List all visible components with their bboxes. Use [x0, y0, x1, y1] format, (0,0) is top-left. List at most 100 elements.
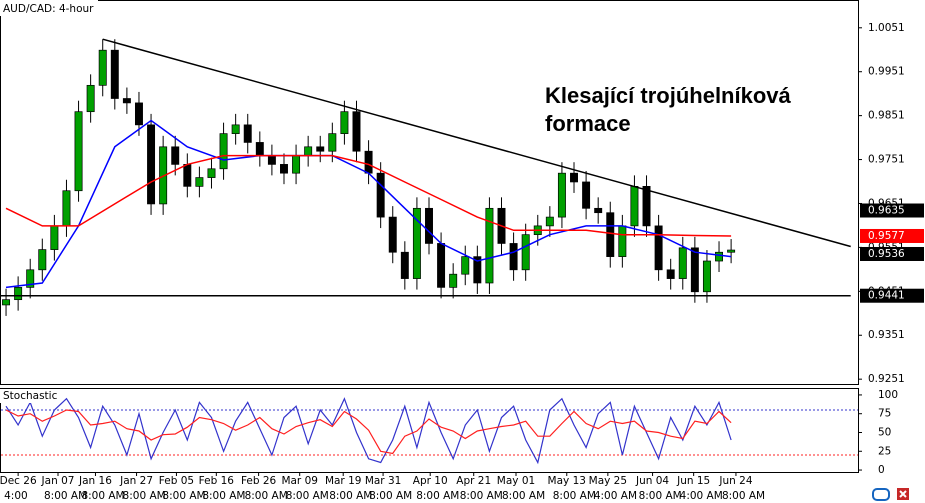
x-tick-label: May 25 [589, 475, 627, 487]
candle-body [74, 111, 83, 192]
candle-body [557, 172, 566, 218]
x-tick-label: Feb 26 [241, 475, 277, 487]
x-time-label: 8:00 AM [286, 490, 329, 502]
stochastic-panel [0, 388, 859, 473]
candle-body [147, 124, 156, 205]
x-time-label: 8:00 AM [553, 490, 596, 502]
candle-body [280, 164, 288, 174]
candle-body [400, 251, 409, 279]
candle-body [219, 133, 228, 170]
x-tick-label: Jun 15 [676, 475, 710, 487]
price-tag-label: 0.9635 [868, 205, 905, 217]
x-tick-label: Jan 27 [119, 475, 153, 487]
candle-body [521, 234, 530, 271]
candle-body [98, 49, 107, 86]
x-time-label: 4:00 AM [594, 490, 637, 502]
panel-title-bg [0, 389, 58, 403]
candle-body [570, 172, 578, 183]
candle-body [134, 102, 143, 126]
price-tag-label: 0.9536 [868, 248, 905, 260]
x-tick-label: Mar 31 [365, 475, 402, 487]
x-time-label: 8:00 AM [202, 490, 245, 502]
x-time-label: 8:00 AM [123, 490, 166, 502]
y-tick-label: 50 [878, 426, 891, 438]
y-tick-label: 1.0051 [868, 22, 905, 34]
candle-body [14, 287, 23, 301]
price-tag-label: 0.9577 [868, 230, 905, 242]
y-tick-label: 0.9351 [868, 329, 905, 341]
candle-body [2, 299, 11, 306]
y-tick-label: 100 [878, 389, 898, 401]
candle-body [449, 273, 458, 288]
candle-body [38, 249, 47, 271]
candle-body [545, 216, 554, 227]
y-tick-label: 0.9751 [868, 154, 905, 166]
candle-body [594, 207, 603, 214]
candle-body [690, 247, 699, 293]
x-time-label: 8:00 AM [460, 490, 503, 502]
candle-body [727, 249, 736, 253]
candle-body [654, 225, 663, 271]
price-tag [860, 246, 924, 261]
x-tick-label: Jan 07 [41, 475, 75, 487]
candle-body [485, 207, 494, 284]
candle-body [207, 168, 216, 178]
candle-body [376, 172, 385, 218]
candle-body [437, 243, 446, 288]
close-cross [899, 490, 907, 498]
x-tick-label: Mar 19 [325, 475, 362, 487]
x-time-label: 8:00 AM [502, 490, 545, 502]
candle-body [340, 111, 349, 134]
candle-body [62, 190, 71, 227]
candle-body [666, 269, 675, 279]
x-tick-label: Feb 16 [199, 475, 235, 487]
candle-body [702, 260, 711, 293]
candle-body [364, 150, 373, 174]
panel-title: Stochastic [3, 390, 58, 402]
scroll-icons[interactable] [872, 488, 909, 501]
main-panel [0, 0, 859, 385]
candle-body [642, 186, 651, 227]
x-tick-label: May 01 [497, 475, 535, 487]
candle-body [412, 207, 421, 279]
candle-body [582, 181, 591, 209]
price-tag-label: 0.9441 [868, 290, 905, 302]
candle-body [316, 146, 325, 152]
y-tick-label: 0.9851 [868, 110, 905, 122]
y-tick-label: 25 [878, 445, 891, 457]
link-icon[interactable] [872, 488, 890, 501]
candle-body [473, 256, 482, 284]
x-time-label: 8:00 AM [722, 490, 765, 502]
candle-body [606, 212, 615, 257]
stochastic-line [5, 397, 732, 465]
candle-body [183, 164, 192, 187]
x-time-label: 8:00 AM [329, 490, 372, 502]
x-time-label: 8:00 AM [416, 490, 459, 502]
x-tick-label: Mar 09 [281, 475, 318, 487]
candle-body [195, 177, 204, 187]
candle-body [110, 49, 119, 99]
y-tick-label: 0.9251 [868, 373, 905, 385]
x-time-label: 8:00 AM [369, 490, 412, 502]
candle-body [50, 225, 59, 250]
candle-body [715, 251, 724, 262]
x-time-label: 4:00 AM [680, 490, 723, 502]
candle-body [425, 207, 433, 244]
candle-body [618, 225, 627, 257]
y-tick-label: 75 [878, 408, 891, 420]
candle-body [630, 186, 639, 227]
x-time-label: 4:00 [4, 490, 28, 502]
candle-body [461, 256, 470, 275]
x-tick-label: Jun 24 [718, 475, 752, 487]
trendline [102, 38, 851, 248]
x-time-label: 8:00 AM [162, 490, 205, 502]
candle-body [678, 247, 687, 279]
candle-body [122, 98, 131, 104]
candle-body [231, 124, 240, 134]
candle-body [255, 142, 264, 156]
title-bg [0, 0, 98, 16]
candle-body [26, 269, 35, 288]
candle-body [388, 216, 397, 253]
